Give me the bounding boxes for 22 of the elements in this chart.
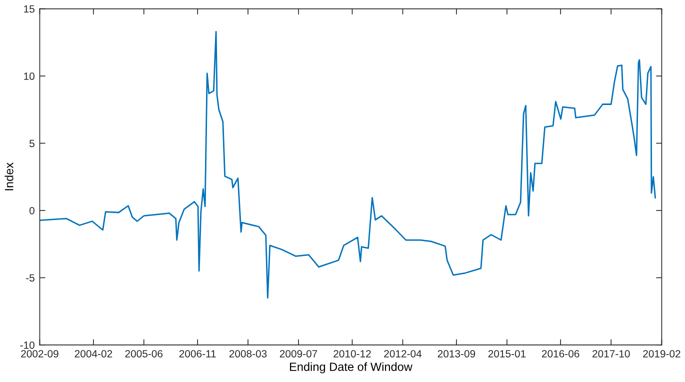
x-tick-label: 2013-09 xyxy=(438,350,476,358)
x-tick-label: 2015-01 xyxy=(488,350,526,358)
line-series xyxy=(40,30,656,299)
y-axis-title: Index xyxy=(4,162,14,190)
x-tick-label: 2012-04 xyxy=(384,350,422,358)
y-tick-label: 15 xyxy=(24,5,34,13)
y-tick-label: 0 xyxy=(29,206,34,214)
x-tick-label: 2002-09 xyxy=(21,350,58,358)
x-tick-label: 2006-11 xyxy=(179,350,216,358)
x-tick-label: 2004-02 xyxy=(74,350,112,358)
x-tick-label: 2009-07 xyxy=(280,350,318,358)
x-tick-label: 2008-03 xyxy=(229,350,267,358)
x-tick-label: 2017-10 xyxy=(592,350,630,358)
x-axis-title: Ending Date of Window xyxy=(290,362,412,374)
x-tick-label: 2019-02 xyxy=(643,350,680,358)
y-tick-label: 5 xyxy=(29,140,34,148)
y-tick-label: 10 xyxy=(24,72,34,80)
x-tick-label: 2010-12 xyxy=(334,350,371,358)
y-tick-label: -5 xyxy=(26,274,34,282)
x-tick-label: 2005-06 xyxy=(125,350,163,358)
x-tick-label: 2016-06 xyxy=(542,350,580,358)
y-tick-label: -10 xyxy=(20,341,34,349)
